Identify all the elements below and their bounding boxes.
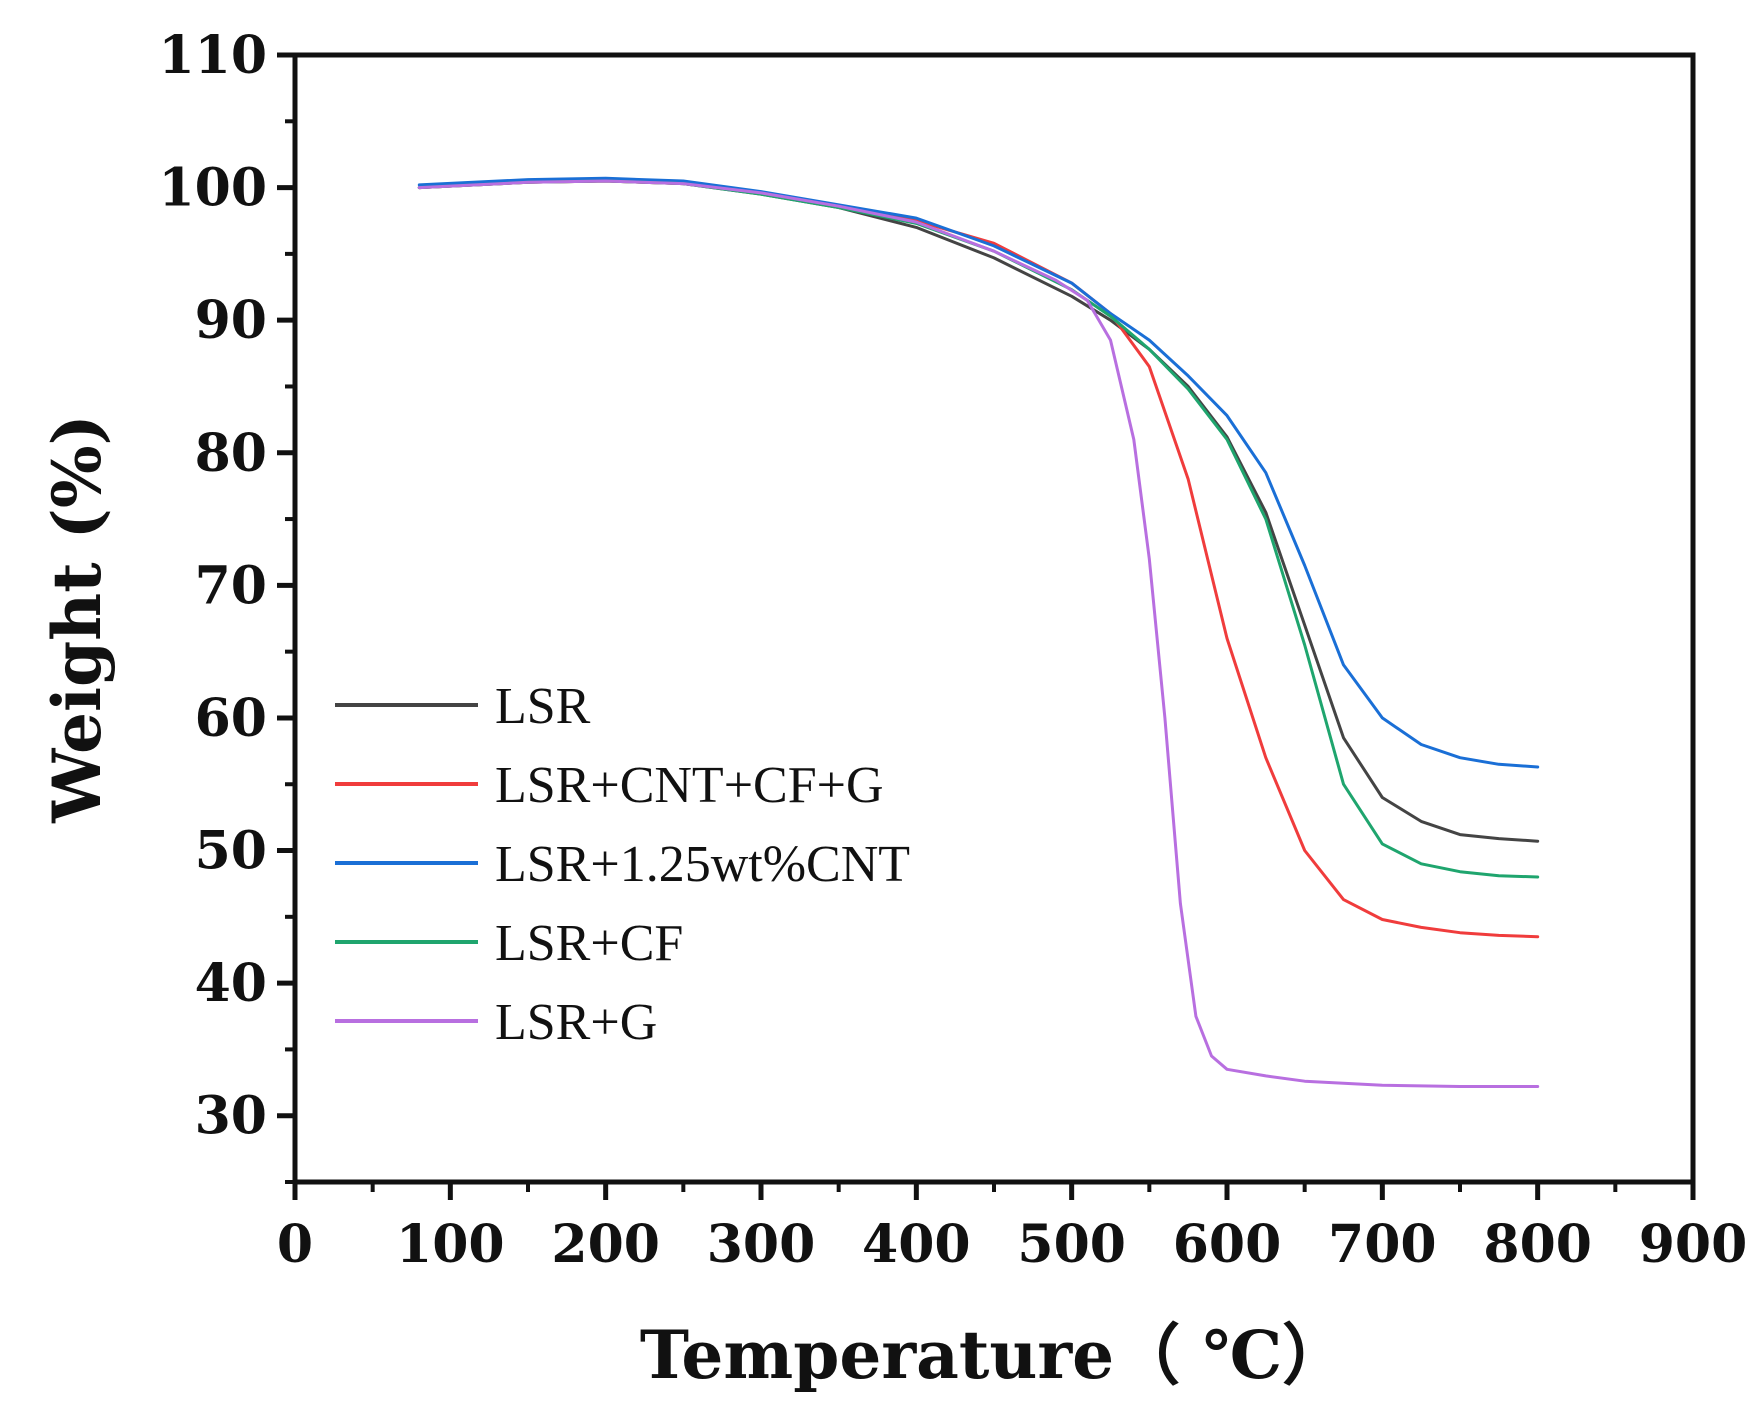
legend-label: LSR	[495, 678, 591, 735]
y-tick-label: 40	[195, 953, 267, 1014]
x-tick-label: 700	[1328, 1214, 1437, 1275]
y-tick-label: 90	[195, 290, 267, 351]
x-tick-label: 0	[277, 1214, 313, 1275]
legend: LSR LSR+CNT+CF+G LSR+1.25wt%CNT LSR+CF LSR+G	[335, 678, 910, 1051]
y-tick-label: 70	[195, 555, 267, 616]
y-tick-label: 100	[158, 158, 267, 219]
x-tick-label: 500	[1017, 1214, 1126, 1275]
plot-frame	[292, 52, 1696, 1185]
x-tick-label: 200	[551, 1214, 660, 1275]
x-tick-label: 100	[396, 1214, 505, 1275]
x-tick-label: 900	[1639, 1214, 1748, 1275]
y-tick-labels: 30 40 50 60 70 80 90 100 110	[158, 25, 267, 1147]
series-line	[417, 179, 1540, 1088]
major-ticks	[277, 52, 1696, 1200]
series-line	[417, 179, 1540, 843]
x-tick-labels: 0 100 200 300 400 500 600 700 800 900	[277, 1214, 1747, 1275]
y-tick-label: 30	[195, 1086, 267, 1147]
x-tick-label: 400	[862, 1214, 971, 1275]
legend-label: LSR+CNT+CF+G	[495, 757, 884, 814]
y-tick-label: 110	[158, 25, 267, 86]
minor-ticks	[285, 119, 1618, 1192]
y-tick-label: 60	[195, 688, 267, 749]
y-tick-label: 50	[195, 821, 267, 882]
series-line	[417, 176, 1540, 769]
legend-label: LSR+G	[495, 994, 657, 1051]
legend-label: LSR+CF	[495, 915, 683, 972]
x-tick-label: 600	[1173, 1214, 1282, 1275]
y-tick-label: 80	[195, 423, 267, 484]
legend-label: LSR+1.25wt%CNT	[495, 836, 910, 893]
x-axis-title: Temperature（ ℃）	[640, 1316, 1348, 1394]
series-lines	[417, 176, 1540, 1088]
y-axis-title: Weight (%)	[38, 414, 116, 824]
x-tick-label: 800	[1483, 1214, 1592, 1275]
x-tick-label: 300	[707, 1214, 816, 1275]
